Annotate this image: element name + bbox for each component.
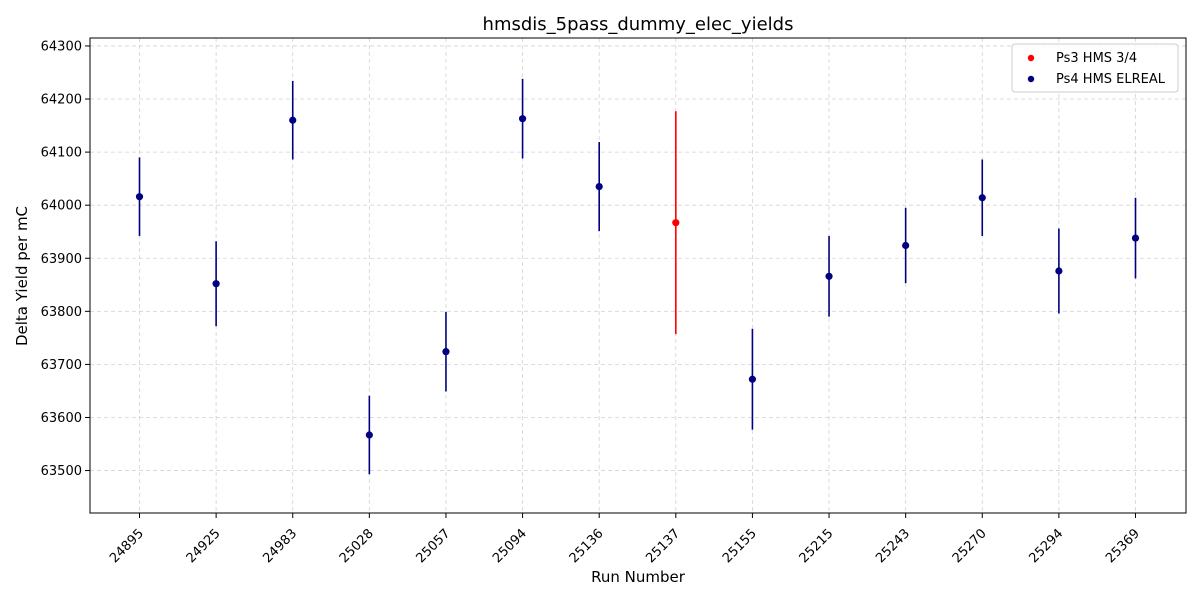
y-tick-label: 64100 bbox=[41, 146, 82, 161]
legend-marker-ps4 bbox=[1027, 75, 1035, 83]
x-tick-label: 25243 bbox=[873, 526, 913, 566]
x-tick-label: 25136 bbox=[567, 526, 607, 566]
legend-label-ps3: Ps3 HMS 3/4 bbox=[1056, 51, 1137, 66]
x-tick-label: 25270 bbox=[950, 526, 990, 566]
x-tick-label: 25057 bbox=[414, 526, 454, 566]
chart-title: hmsdis_5pass_dummy_elec_yields bbox=[483, 14, 794, 35]
data-point bbox=[672, 219, 680, 227]
x-tick-label: 24895 bbox=[107, 526, 147, 566]
x-tick-label: 25094 bbox=[490, 526, 530, 566]
x-tick-label: 25369 bbox=[1103, 526, 1143, 566]
y-tick-label: 64000 bbox=[41, 199, 82, 214]
y-tick-label: 63800 bbox=[41, 305, 82, 320]
plot-area-frame bbox=[89, 37, 1187, 514]
legend-marker-ps3 bbox=[1027, 54, 1035, 62]
data-point bbox=[978, 194, 986, 202]
data-point bbox=[825, 272, 833, 280]
x-axis: 24895 24925 24983 25028 25057 25094 25136 25137… bbox=[107, 513, 1143, 566]
data-point bbox=[442, 348, 450, 356]
data-point bbox=[1131, 234, 1140, 242]
x-tick-label: 25028 bbox=[337, 526, 377, 566]
x-tick-label: 25215 bbox=[797, 526, 837, 566]
data-point bbox=[595, 183, 603, 191]
y-tick-label: 64300 bbox=[41, 39, 82, 54]
legend-label-ps4: Ps4 HMS ELREAL bbox=[1056, 72, 1166, 87]
y-tick-label: 64200 bbox=[41, 93, 82, 108]
x-tick-label: 25294 bbox=[1026, 526, 1066, 566]
x-tick-label: 25137 bbox=[643, 526, 683, 566]
data-point bbox=[518, 115, 527, 123]
y-tick-label: 63600 bbox=[41, 411, 82, 426]
y-tick-label: 63500 bbox=[41, 464, 82, 479]
y-axis-label: Delta Yield per mC bbox=[13, 206, 31, 346]
x-tick-label: 24925 bbox=[184, 526, 224, 566]
data-point bbox=[289, 116, 297, 124]
x-tick-label: 25155 bbox=[720, 526, 760, 566]
data-point bbox=[365, 431, 373, 439]
y-tick-label: 63700 bbox=[41, 358, 82, 373]
grid bbox=[90, 38, 1186, 513]
data-point bbox=[748, 375, 757, 383]
data-point bbox=[212, 280, 220, 288]
x-axis-label: Run Number bbox=[591, 568, 686, 586]
y-tick-label: 63900 bbox=[41, 252, 82, 267]
legend-box bbox=[1011, 43, 1179, 93]
data-point bbox=[135, 193, 144, 201]
x-tick-label: 24983 bbox=[260, 526, 300, 566]
data-point bbox=[1055, 267, 1063, 275]
legend: Ps3 HMS 3/4 Ps4 HMS ELREAL bbox=[1011, 43, 1179, 93]
data-point bbox=[902, 241, 910, 250]
plot-marks bbox=[135, 78, 1140, 475]
y-axis: 63500 63600 63700 63800 63900 64000 64100 64200… bbox=[41, 39, 90, 479]
